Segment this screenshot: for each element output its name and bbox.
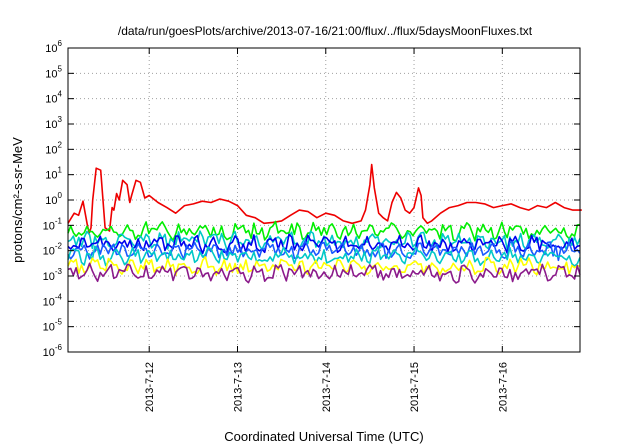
series-line-green bbox=[67, 220, 581, 242]
y-tick-label: 103 bbox=[45, 115, 62, 131]
y-tick-label: 106 bbox=[45, 39, 62, 55]
x-axis-ticks: 2013-7-12 2013-7-13 2013-7-14 2013-7-15 2013… bbox=[144, 48, 509, 412]
x-tick-label: 2013-7-15 bbox=[409, 362, 421, 412]
series-line-purple bbox=[67, 262, 581, 284]
y-tick-label: 105 bbox=[45, 64, 62, 80]
y-tick-label: 104 bbox=[45, 90, 62, 106]
series-lines bbox=[67, 163, 582, 284]
y-tick-label: 102 bbox=[45, 140, 62, 156]
x-tick-label: 2013-7-14 bbox=[321, 362, 333, 412]
y-tick-label: 101 bbox=[45, 166, 62, 182]
grid-lines bbox=[68, 48, 580, 352]
y-tick-label: 10-4 bbox=[43, 292, 63, 308]
y-tick-label: 100 bbox=[45, 191, 62, 207]
chart-title: /data/run/goesPlots/archive/2013-07-16/2… bbox=[118, 24, 533, 38]
x-tick-label: 2013-7-16 bbox=[497, 362, 509, 412]
y-axis-label: protons/cm²-s-sr-MeV bbox=[10, 137, 25, 263]
y-tick-label: 10-2 bbox=[43, 242, 63, 258]
series-line-yellow bbox=[67, 256, 581, 277]
x-axis-label: Coordinated Universal Time (UTC) bbox=[224, 429, 423, 444]
y-tick-label: 10-5 bbox=[43, 318, 63, 334]
y-tick-label: 10-1 bbox=[43, 216, 63, 232]
x-tick-label: 2013-7-12 bbox=[144, 362, 156, 412]
series-line-cyan bbox=[67, 245, 581, 267]
y-tick-label: 10-6 bbox=[43, 343, 63, 359]
series-line-cyan bbox=[67, 230, 581, 251]
x-tick-label: 2013-7-13 bbox=[232, 362, 244, 412]
series-line-red bbox=[67, 163, 582, 234]
y-tick-label: 10-3 bbox=[43, 267, 63, 283]
y-axis-ticks: 10-6 10-5 10-4 10-3 10-2 10-1 100 101 102 103 104 1… bbox=[43, 39, 580, 359]
